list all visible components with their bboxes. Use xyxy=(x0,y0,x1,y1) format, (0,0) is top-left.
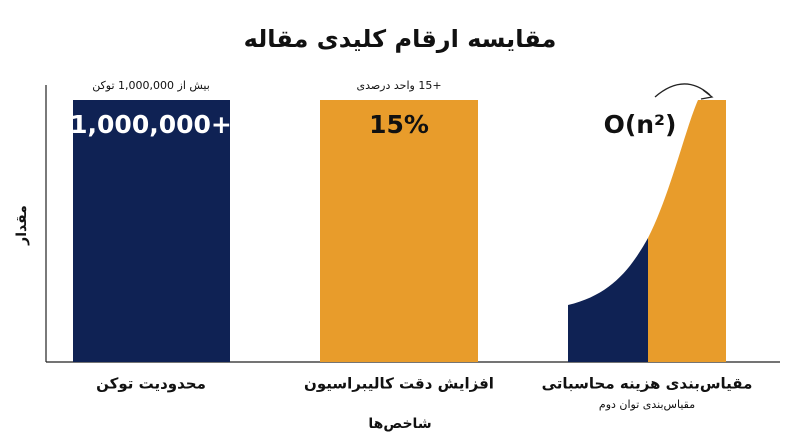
panel-big: O(n²) xyxy=(604,110,677,139)
panel-note: بیش از 1,000,000 توکن xyxy=(92,79,210,92)
bar-panel xyxy=(320,100,478,362)
panel-label: محدودیت توکن xyxy=(96,375,206,393)
growth-arrow xyxy=(654,83,711,98)
curve-area-high xyxy=(648,100,726,362)
panel-label: مقیاس‌بندی هزینه محاسباتی xyxy=(542,375,753,393)
title: مقایسه ارقام کلیدی مقاله xyxy=(244,25,557,53)
x-axis-label: شاخص‌ها xyxy=(368,416,431,432)
panel-note: +15 واحد درصدی xyxy=(356,79,441,92)
panel-sublabel: مقیاس‌بندی توان دوم xyxy=(599,398,695,411)
curve-area-low xyxy=(568,238,648,362)
y-axis-label: مقدار xyxy=(14,205,30,246)
arrow-head xyxy=(700,89,714,100)
bar-panel xyxy=(73,100,230,362)
panel-big: 1,000,000+ xyxy=(70,110,232,139)
panel-label: افزایش دقت کالیبراسیون xyxy=(304,375,494,393)
panel-big: 15% xyxy=(369,110,429,139)
